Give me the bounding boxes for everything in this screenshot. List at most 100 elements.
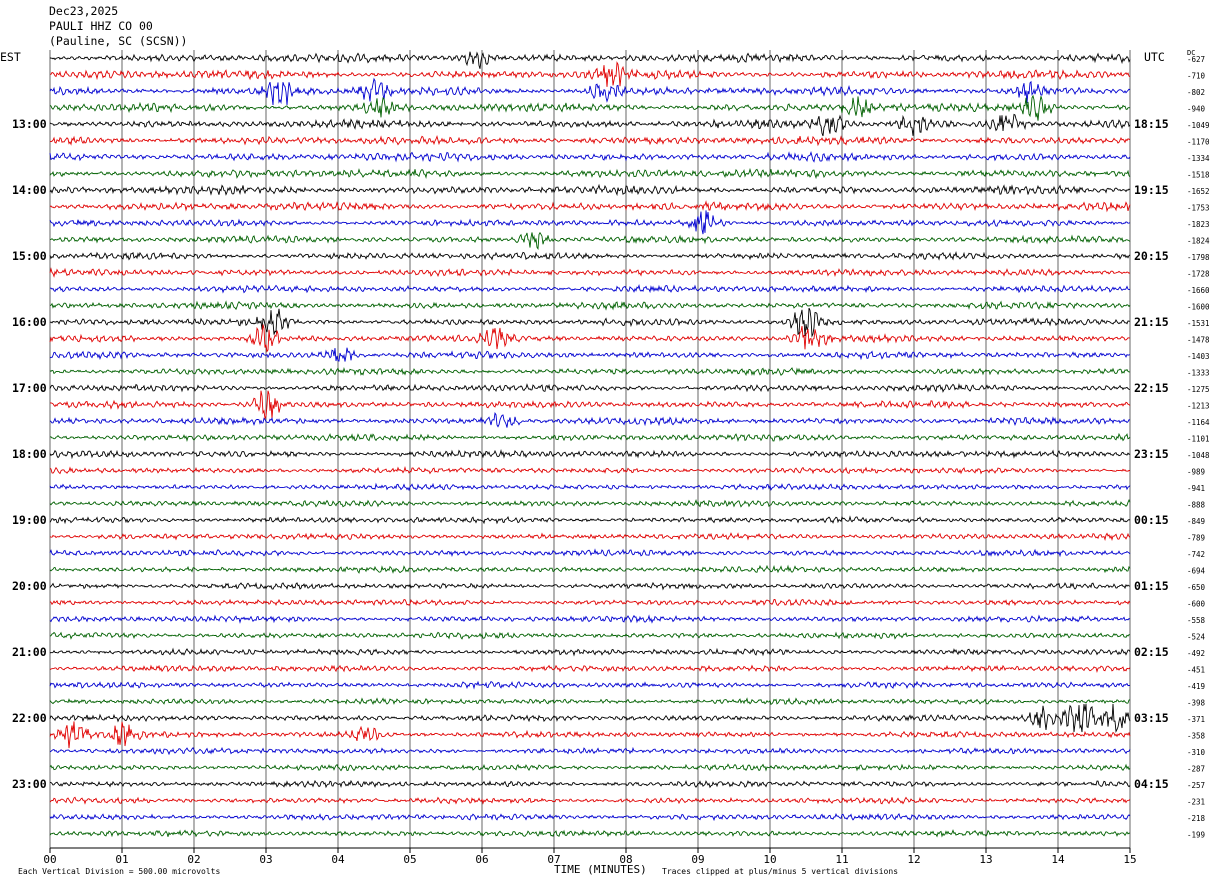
trace-line-32 (49, 581, 1131, 591)
x-tick-label: 09 (691, 853, 704, 866)
dc-offset-label: -1213 (1187, 402, 1210, 411)
hour-label-left: 23:00 (12, 777, 47, 791)
dc-offset-label: -710 (1187, 72, 1206, 81)
dc-offset-label: -888 (1187, 501, 1206, 510)
x-tick-label: 05 (403, 853, 416, 866)
dc-offset-label: -627 (1187, 55, 1205, 64)
trace-line-47 (49, 829, 1131, 838)
trace-line-7 (49, 167, 1131, 180)
x-tick-label: 12 (907, 853, 920, 866)
dc-offset-label: -694 (1187, 567, 1206, 576)
x-tick-label: 07 (547, 853, 560, 866)
dc-offset-label: -1048 (1187, 451, 1210, 460)
footer-division-note: Each Vertical Division = 500.00 microvol… (18, 867, 221, 876)
dc-offset-label: -1652 (1187, 187, 1210, 196)
dc-offset-label: -1170 (1187, 138, 1210, 147)
trace-line-0 (49, 51, 1131, 69)
trace-line-38 (49, 680, 1131, 690)
x-tick-label: 02 (187, 853, 200, 866)
trace-line-3 (49, 94, 1131, 121)
dc-offset-label: -1164 (1187, 418, 1210, 427)
trace-line-21 (50, 390, 1131, 421)
trace-line-2 (49, 77, 1131, 106)
trace-line-16 (49, 307, 1130, 338)
dc-offset-label: -600 (1187, 600, 1206, 609)
dc-offset-label: -1334 (1187, 154, 1210, 163)
trace-line-10 (49, 210, 1131, 235)
hour-label-left: 14:00 (12, 183, 47, 197)
hour-label-right: 18:15 (1134, 117, 1169, 131)
hour-label-right: 23:15 (1134, 447, 1169, 461)
x-tick-label: 01 (115, 853, 128, 866)
hour-label-right: 02:15 (1134, 645, 1169, 659)
trace-line-6 (49, 150, 1131, 163)
footer-clip-note: Traces clipped at plus/minus 5 vertical … (662, 867, 899, 876)
x-tick-label: 15 (1123, 853, 1136, 866)
dc-offset-label: -287 (1187, 765, 1205, 774)
hour-label-left: 18:00 (12, 447, 47, 461)
dc-offset-label: -1333 (1187, 369, 1210, 378)
timezone-left: EST (0, 50, 21, 64)
hour-label-right: 22:15 (1134, 381, 1169, 395)
trace-line-25 (49, 466, 1131, 475)
trace-line-31 (49, 564, 1131, 574)
dc-offset-label: -1275 (1187, 385, 1210, 394)
trace-line-14 (49, 284, 1131, 294)
hour-label-left: 13:00 (12, 117, 47, 131)
x-tick-label: 06 (475, 853, 488, 866)
trace-line-40 (49, 703, 1131, 733)
header-station: PAULI HHZ CO 00 (49, 19, 153, 33)
trace-group (49, 51, 1131, 838)
dc-offset-label: -742 (1187, 550, 1205, 559)
hour-label-left: 17:00 (12, 381, 47, 395)
dc-offset-label: -1403 (1187, 352, 1210, 361)
trace-line-29 (49, 532, 1131, 541)
trace-line-27 (49, 499, 1131, 508)
dc-offset-label: -419 (1187, 682, 1205, 691)
x-tick-label: 08 (619, 853, 632, 866)
trace-line-41 (49, 721, 1131, 749)
minute-grid (49, 50, 1131, 853)
dc-offset-label: -1660 (1187, 286, 1210, 295)
trace-line-9 (49, 200, 1131, 213)
trace-line-35 (49, 631, 1131, 640)
header-location: (Pauline, SC (SCSN)) (49, 34, 188, 48)
trace-line-12 (49, 250, 1131, 261)
hour-label-left: 15:00 (12, 249, 47, 263)
dc-offset-label: -398 (1187, 699, 1206, 708)
dc-offset-label: -218 (1187, 814, 1206, 823)
trace-line-33 (49, 598, 1131, 607)
trace-line-39 (49, 697, 1131, 706)
dc-offset-label: -199 (1187, 831, 1205, 840)
trace-line-24 (49, 448, 1131, 460)
trace-line-8 (49, 183, 1131, 197)
dc-offset-label: -989 (1187, 468, 1205, 477)
hour-label-right: 03:15 (1134, 711, 1169, 725)
dc-offset-label: -849 (1187, 517, 1205, 526)
hour-label-left: 22:00 (12, 711, 47, 725)
dc-offset-label: -1824 (1187, 237, 1210, 246)
header-block: Dec23,2025 PAULI HHZ CO 00 (Pauline, SC … (49, 4, 187, 49)
trace-line-13 (49, 267, 1131, 278)
dc-offset-label: -558 (1187, 616, 1206, 625)
hour-label-right: 01:15 (1134, 579, 1169, 593)
dc-offset-label: -371 (1187, 715, 1205, 724)
hour-label-left: 16:00 (12, 315, 47, 329)
dc-offset-label: -1101 (1187, 435, 1210, 444)
dc-offset-label: -1753 (1187, 204, 1210, 213)
x-tick-label: 14 (1051, 853, 1065, 866)
dc-offset-label: -941 (1187, 484, 1205, 493)
trace-line-28 (49, 515, 1131, 525)
dc-offset-label: -1518 (1187, 171, 1210, 180)
dc-offset-label: -1049 (1187, 121, 1210, 130)
x-tick-label: 13 (979, 853, 992, 866)
hour-label-left: 20:00 (12, 579, 47, 593)
x-tick-label: 03 (259, 853, 272, 866)
trace-line-20 (49, 383, 1131, 393)
dc-offset-label: -1728 (1187, 270, 1210, 279)
hour-label-left: 19:00 (12, 513, 47, 527)
dc-offset-label: -1478 (1187, 336, 1210, 345)
hour-label-right: 20:15 (1134, 249, 1169, 263)
dc-offset-label: -358 (1187, 732, 1206, 741)
